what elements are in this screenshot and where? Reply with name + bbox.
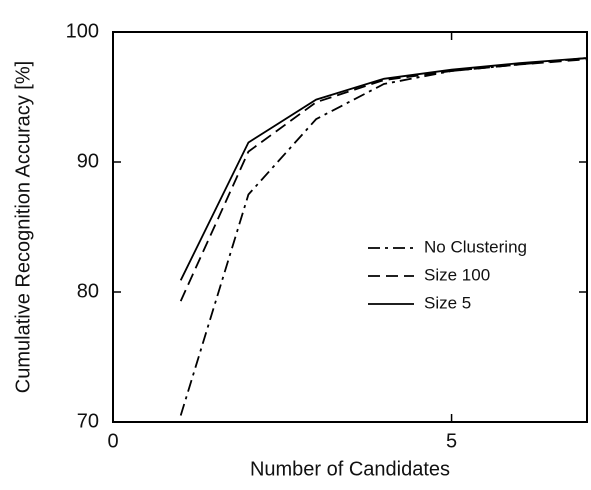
x-tick-label: 5 <box>446 430 457 452</box>
y-tick-label: 100 <box>66 20 99 42</box>
y-tick-label: 90 <box>77 150 99 172</box>
series-line <box>179 58 588 302</box>
series-line <box>179 57 588 416</box>
plot-frame <box>112 31 588 423</box>
legend-label: Size 100 <box>424 265 490 284</box>
y-tick-label: 70 <box>77 410 99 432</box>
y-tick-label: 80 <box>77 280 99 302</box>
x-axis-label: Number of Candidates <box>250 458 450 480</box>
y-axis-label: Cumulative Recognition Accuracy [%] <box>12 61 34 393</box>
series-line <box>179 57 588 281</box>
legend-label: Size 5 <box>424 293 471 312</box>
legend-label: No Clustering <box>424 237 527 256</box>
x-tick-label: 0 <box>107 430 118 452</box>
